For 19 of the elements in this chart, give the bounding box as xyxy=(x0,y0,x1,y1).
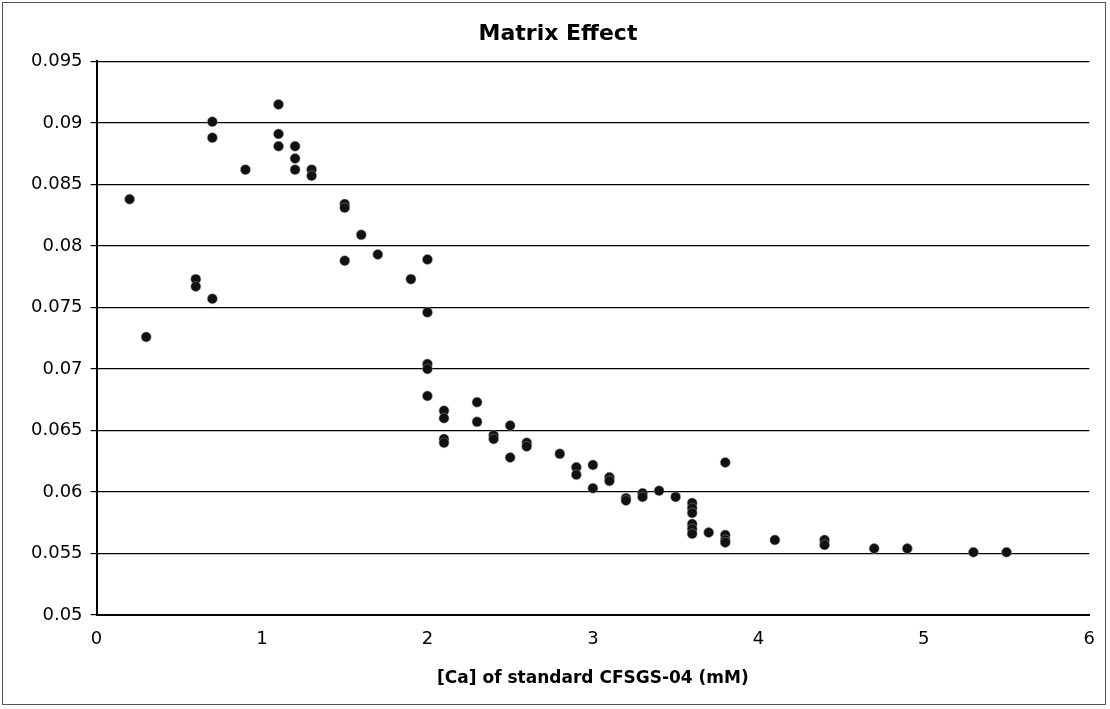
chart-title: Matrix Effect xyxy=(478,19,638,45)
x-tick-label: 3 xyxy=(587,627,599,649)
y-tick-label: 0.09 xyxy=(42,110,83,132)
x-tick-label: 1 xyxy=(256,627,268,649)
x-axis-title: [Ca] of standard CFSGS-04 (mM) xyxy=(437,667,749,688)
y-tick-label: 0.08 xyxy=(42,233,83,255)
x-tick-label: 2 xyxy=(421,627,434,649)
y-tick-label: 0.07 xyxy=(42,356,83,378)
y-tick-label: 0.05 xyxy=(42,602,83,624)
x-tick-label: 0 xyxy=(90,627,103,649)
y-tick-label: 0.055 xyxy=(31,541,83,563)
y-tick-label: 0.06 xyxy=(42,479,83,501)
x-tick-label: 5 xyxy=(918,627,930,649)
y-tick-label: 0.065 xyxy=(31,418,83,440)
y-tick-label: 0.075 xyxy=(31,295,83,317)
x-tick-label: 4 xyxy=(752,627,765,649)
y-tick-label: 0.095 xyxy=(31,49,83,71)
y-tick-label: 0.085 xyxy=(31,172,83,194)
x-tick-label: 6 xyxy=(1083,627,1095,649)
